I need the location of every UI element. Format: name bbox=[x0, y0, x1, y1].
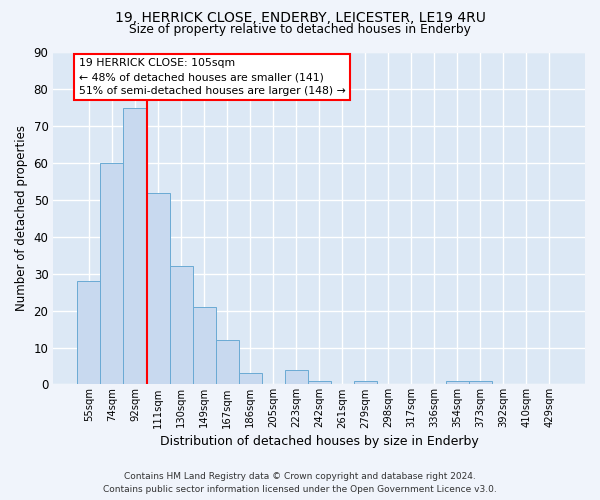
Text: Contains HM Land Registry data © Crown copyright and database right 2024.
Contai: Contains HM Land Registry data © Crown c… bbox=[103, 472, 497, 494]
Bar bbox=[215, 340, 239, 384]
Text: 19 HERRICK CLOSE: 105sqm
← 48% of detached houses are smaller (141)
51% of semi-: 19 HERRICK CLOSE: 105sqm ← 48% of detach… bbox=[79, 58, 346, 96]
Bar bbox=[193, 307, 215, 384]
Bar bbox=[100, 163, 124, 384]
Bar bbox=[170, 266, 193, 384]
Bar bbox=[353, 380, 377, 384]
Bar bbox=[308, 380, 331, 384]
Bar bbox=[284, 370, 308, 384]
Y-axis label: Number of detached properties: Number of detached properties bbox=[15, 126, 28, 312]
Text: 19, HERRICK CLOSE, ENDERBY, LEICESTER, LE19 4RU: 19, HERRICK CLOSE, ENDERBY, LEICESTER, L… bbox=[115, 11, 485, 25]
Bar bbox=[146, 192, 170, 384]
Text: Size of property relative to detached houses in Enderby: Size of property relative to detached ho… bbox=[129, 24, 471, 36]
Bar bbox=[446, 380, 469, 384]
X-axis label: Distribution of detached houses by size in Enderby: Distribution of detached houses by size … bbox=[160, 434, 479, 448]
Bar bbox=[77, 281, 100, 384]
Bar bbox=[239, 374, 262, 384]
Bar bbox=[469, 380, 492, 384]
Bar bbox=[124, 108, 146, 384]
